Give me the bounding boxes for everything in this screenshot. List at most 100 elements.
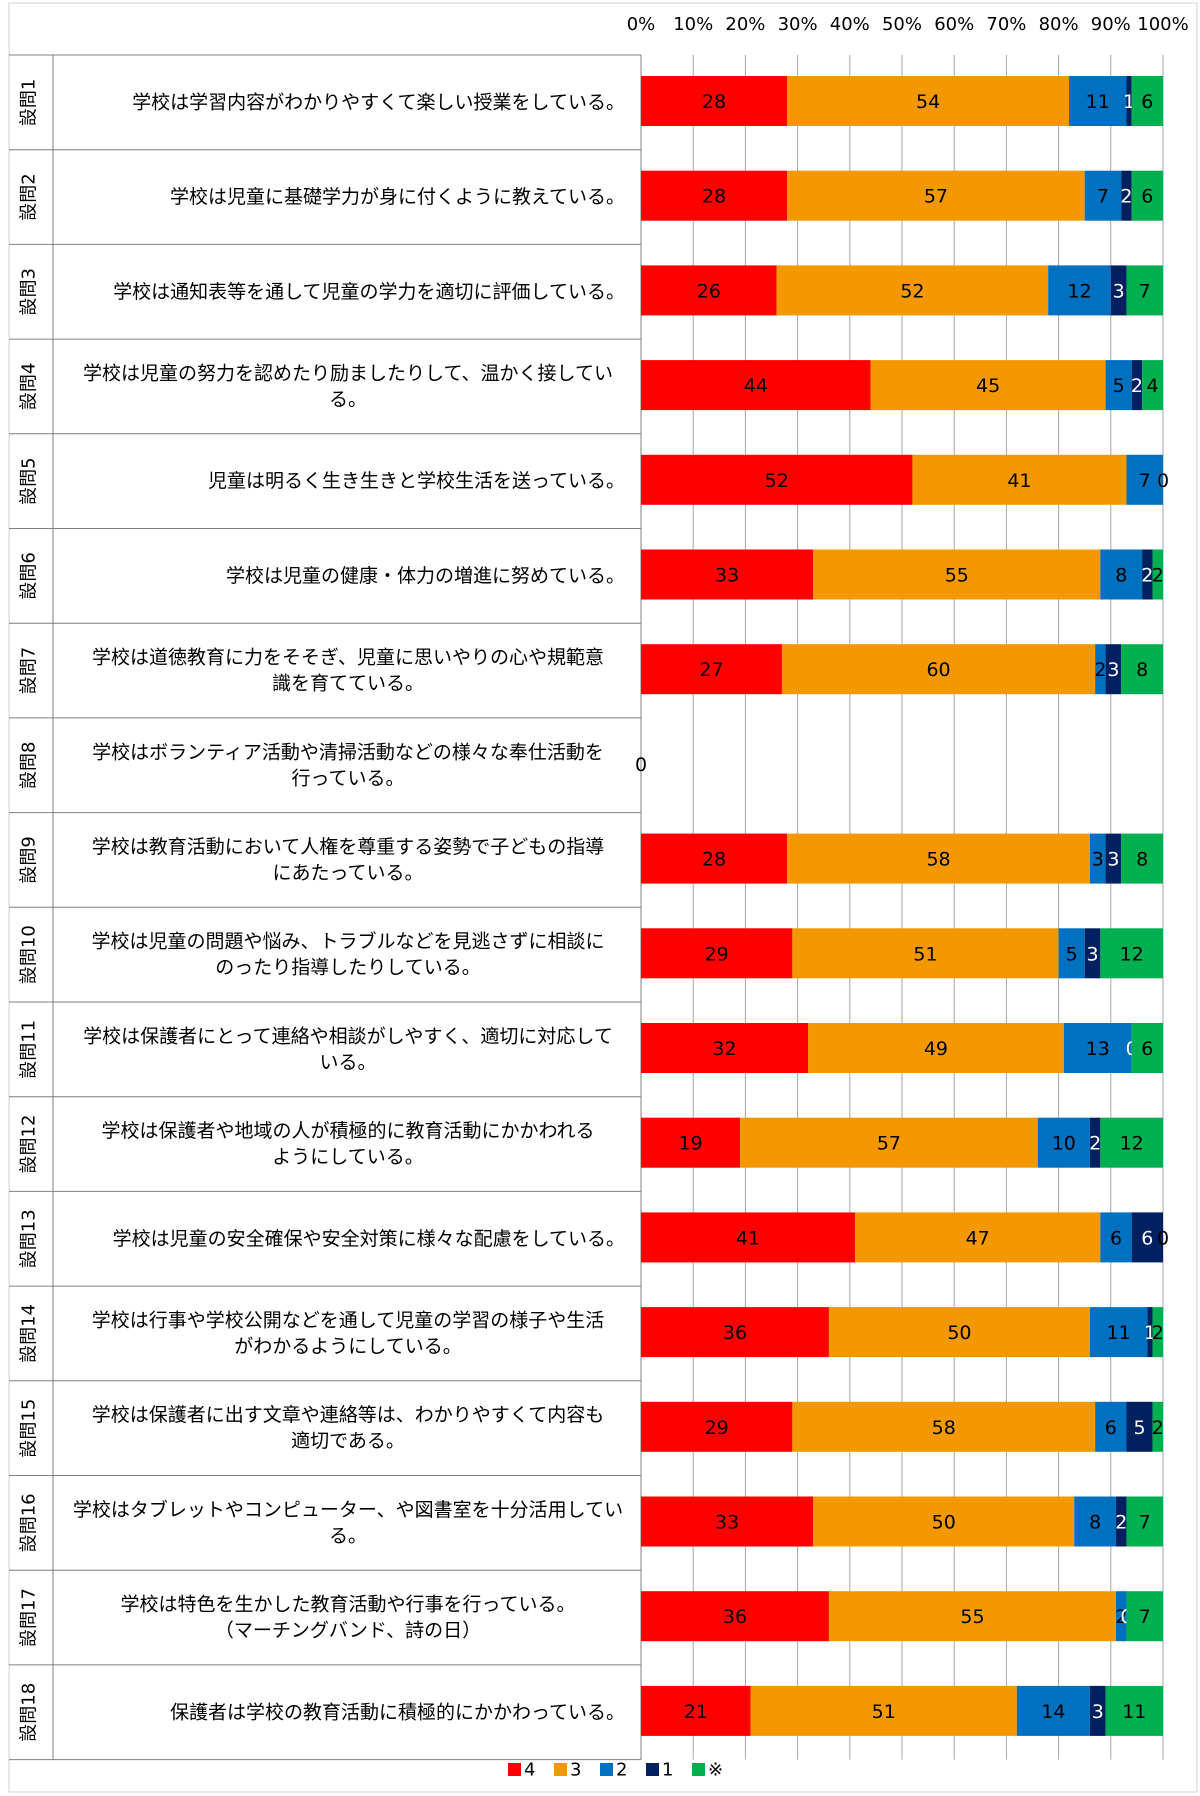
data-label: 55 — [945, 565, 969, 587]
x-tick-label: 70% — [986, 14, 1026, 35]
x-tick-label: 90% — [1091, 14, 1131, 35]
legend-label: 3 — [570, 1760, 581, 1781]
legend-swatch — [692, 1763, 705, 1776]
data-label: 3 — [1107, 849, 1119, 871]
question-id: 設問18 — [19, 1683, 40, 1742]
question-text: 学校はボランティア活動や清掃活動などの様々な奉仕活動を — [92, 741, 604, 763]
x-axis-ticks: 0% 10% 20% 30% 40% 50% 60% 70% 80% 90% 100% — [627, 14, 1189, 35]
data-label: 7 — [1097, 186, 1109, 208]
data-label: 49 — [924, 1038, 948, 1060]
data-label: 11 — [1122, 1701, 1146, 1723]
data-label: 33 — [715, 1512, 739, 1534]
data-label: 57 — [924, 186, 948, 208]
data-label: 0 — [1157, 470, 1169, 492]
x-tick-label: 60% — [934, 14, 974, 35]
data-label: 0 — [1157, 1227, 1169, 1249]
data-label: 32 — [712, 1038, 736, 1060]
data-label: 50 — [947, 1322, 971, 1344]
data-label: 8 — [1115, 565, 1127, 587]
question-text: 学校は児童の努力を認めたり励ましたりして、温かく接してい — [83, 362, 613, 384]
data-label: 3 — [1092, 1701, 1104, 1723]
data-label: 6 — [1141, 1038, 1153, 1060]
question-text: 識を育てている。 — [272, 673, 424, 695]
data-label: 8 — [1136, 659, 1148, 681]
question-id: 設問14 — [19, 1304, 40, 1363]
legend-swatch — [554, 1763, 567, 1776]
data-label: 6 — [1110, 1227, 1122, 1249]
question-text: 児童は明るく生き生きと学校生活を送っている。 — [208, 470, 625, 492]
data-label: 14 — [1041, 1701, 1065, 1723]
data-label: 29 — [705, 1417, 729, 1439]
data-label: 58 — [932, 1417, 956, 1439]
data-label: 51 — [872, 1701, 896, 1723]
data-label: 36 — [723, 1322, 747, 1344]
question-text: 学校は保護者にとって連絡や相談がしやすく、適切に対応して — [83, 1025, 613, 1047]
x-tick-label: 40% — [830, 14, 870, 35]
question-text: 学校は児童の健康・体力の増進に努めている。 — [226, 565, 625, 587]
question-text: 学校は行事や学校公開などを通して児童の学習の様子や生活 — [92, 1309, 604, 1331]
data-label: 2 — [1115, 1512, 1127, 1534]
legend-swatch — [508, 1763, 521, 1776]
question-id: 設問15 — [19, 1399, 40, 1458]
data-label: 7 — [1139, 280, 1151, 302]
data-label: 0 — [635, 754, 647, 776]
question-id: 設問4 — [19, 363, 40, 410]
question-text: のったり指導したりしている。 — [215, 957, 480, 979]
data-label: 6 — [1141, 1227, 1153, 1249]
data-label: 41 — [736, 1227, 760, 1249]
x-tick-label: 100% — [1137, 14, 1188, 35]
legend-swatch — [600, 1763, 613, 1776]
question-id: 設問11 — [19, 1020, 40, 1079]
data-label: 3 — [1113, 280, 1125, 302]
question-text: 学校は道徳教育に力をそそぎ、児童に思いやりの心や規範意 — [92, 647, 604, 669]
data-label: 33 — [715, 565, 739, 587]
question-text: 学校は児童に基礎学力が身に付くように教えている。 — [170, 186, 625, 208]
question-text: 学校は教育活動において人権を尊重する姿勢で子どもの指導 — [92, 836, 604, 858]
data-label: 6 — [1141, 186, 1153, 208]
data-label: 7 — [1139, 1606, 1151, 1628]
data-label: 3 — [1086, 943, 1098, 965]
question-id: 設問5 — [19, 457, 40, 504]
data-label: 51 — [913, 943, 937, 965]
data-label: 3 — [1107, 659, 1119, 681]
data-label: 52 — [765, 470, 789, 492]
data-label: 7 — [1139, 470, 1151, 492]
data-label: 44 — [744, 375, 768, 397]
question-id: 設問17 — [19, 1588, 40, 1647]
data-label: 2 — [1089, 1133, 1101, 1155]
legend-label: 2 — [616, 1760, 627, 1781]
data-label: 2 — [1152, 565, 1164, 587]
question-text: 適切である。 — [291, 1430, 405, 1452]
data-label: 55 — [960, 1606, 984, 1628]
data-label: 54 — [916, 91, 940, 113]
data-label: 4 — [1147, 375, 1159, 397]
x-tick-label: 20% — [725, 14, 765, 35]
legend-label: 1 — [662, 1760, 673, 1781]
question-id: 設問3 — [19, 268, 40, 315]
data-label: 12 — [1120, 1133, 1144, 1155]
data-label: 6 — [1141, 91, 1153, 113]
data-label: 5 — [1133, 1417, 1145, 1439]
data-label: 2 — [1152, 1417, 1164, 1439]
question-text: ようにしている。 — [272, 1146, 423, 1168]
legend-label: 4 — [524, 1760, 535, 1781]
question-id: 設問1 — [19, 79, 40, 126]
data-label: 7 — [1139, 1512, 1151, 1534]
data-label: 5 — [1066, 943, 1078, 965]
data-label: 47 — [966, 1227, 990, 1249]
x-tick-label: 0% — [627, 14, 656, 35]
data-label: 10 — [1052, 1133, 1076, 1155]
question-text: 学校は保護者に出す文章や連絡等は、わかりやすくて内容も — [92, 1404, 604, 1426]
data-label: 8 — [1136, 849, 1148, 871]
x-tick-label: 30% — [778, 14, 818, 35]
data-label: 11 — [1107, 1322, 1131, 1344]
data-label: 41 — [1007, 470, 1031, 492]
question-text: 学校は特色を生かした教育活動や行事を行っている。 — [120, 1594, 575, 1616]
x-tick-label: 80% — [1039, 14, 1079, 35]
question-text: 学校は児童の問題や悩み、トラブルなどを見逃さずに相談に — [91, 930, 604, 953]
data-label: 12 — [1120, 943, 1144, 965]
question-id: 設問9 — [19, 836, 40, 883]
data-label: 26 — [697, 280, 721, 302]
data-label: 28 — [702, 91, 726, 113]
